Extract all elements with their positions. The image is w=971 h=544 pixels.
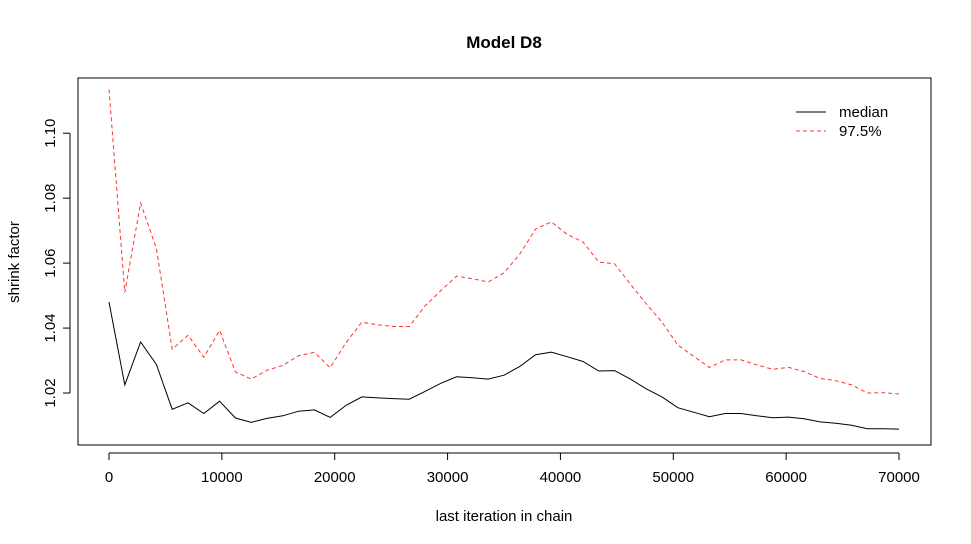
legend: median 97.5% xyxy=(796,104,888,140)
x-tick-label: 40000 xyxy=(540,469,582,486)
y-axis: 1.02 1.04 1.06 1.08 1.10 xyxy=(42,119,71,408)
y-tick-label: 1.06 xyxy=(42,249,59,278)
series-line-median xyxy=(108,302,900,430)
x-axis: 0 10000 20000 30000 40000 50000 60000 70000 xyxy=(105,452,920,486)
legend-label-97-5: 97.5% xyxy=(839,123,882,140)
x-tick-label: 0 xyxy=(105,469,113,486)
x-tick-label: 50000 xyxy=(652,469,694,486)
x-axis-label: last iteration in chain xyxy=(436,508,573,525)
y-tick-label: 1.10 xyxy=(42,119,59,148)
y-axis-label: shrink factor xyxy=(6,221,23,303)
y-tick-label: 1.08 xyxy=(42,184,59,213)
chart-title: Model D8 xyxy=(466,33,542,52)
x-tick-label: 30000 xyxy=(427,469,469,486)
series-layer xyxy=(108,89,900,430)
plot-frame xyxy=(77,77,932,446)
legend-label-median: median xyxy=(839,104,888,121)
x-tick-label: 20000 xyxy=(314,469,356,486)
y-tick-label: 1.04 xyxy=(42,313,59,342)
series-line-97-5 xyxy=(108,89,900,395)
x-tick-label: 10000 xyxy=(201,469,243,486)
x-tick-label: 60000 xyxy=(765,469,807,486)
y-tick-label: 1.02 xyxy=(42,378,59,407)
x-tick-label: 70000 xyxy=(878,469,920,486)
